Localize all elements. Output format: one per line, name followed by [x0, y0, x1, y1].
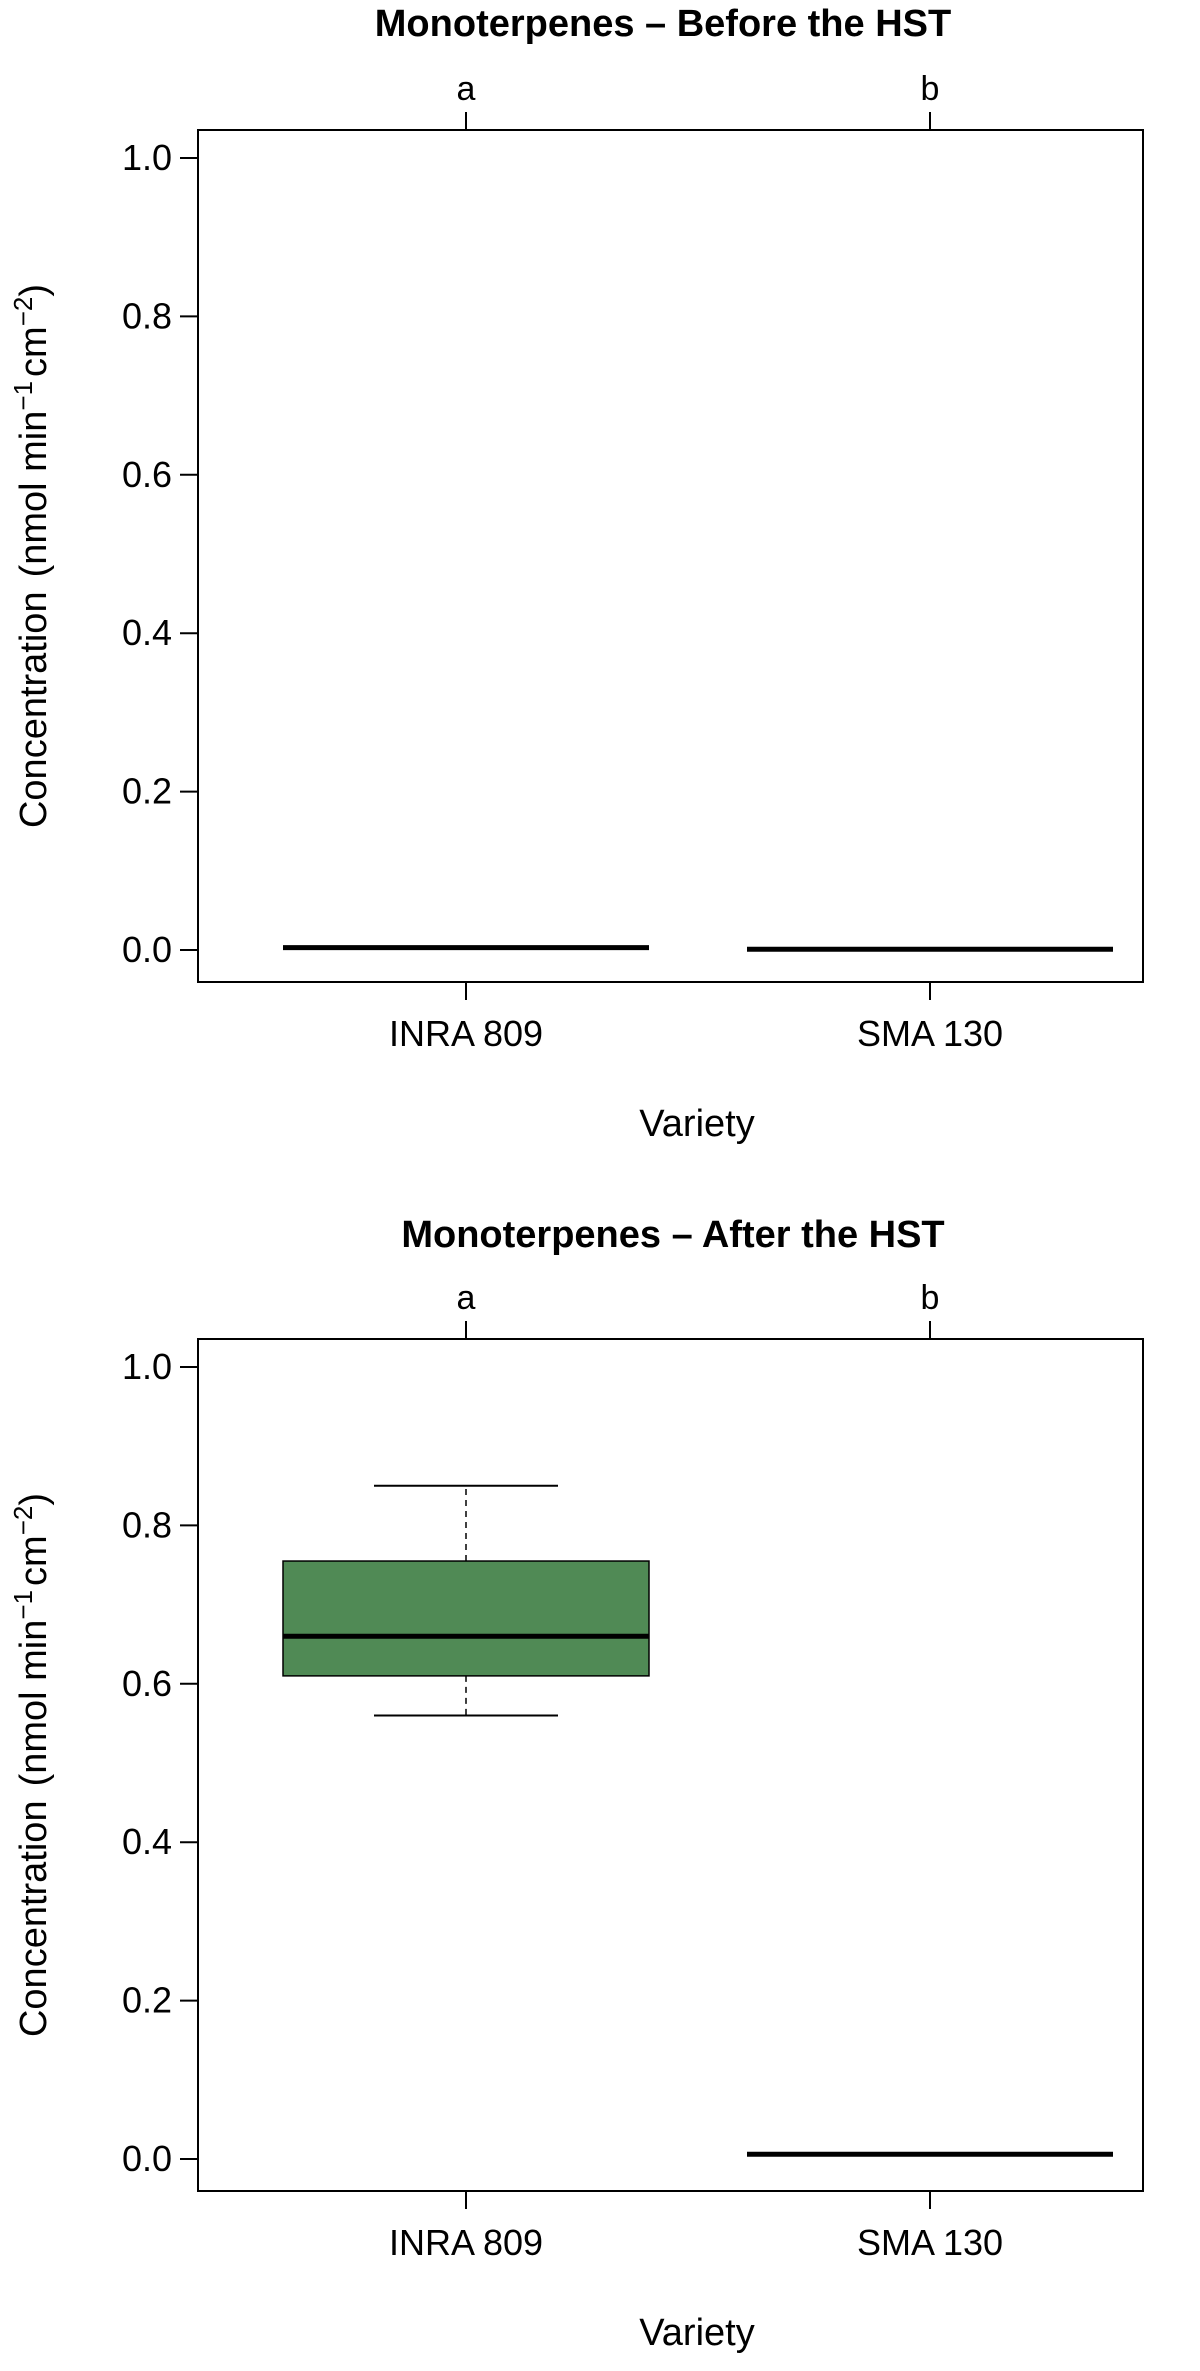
y-tick-label: 0.6	[122, 454, 172, 495]
chart-title: Monoterpenes – After the HST	[401, 1214, 944, 1256]
y-axis-unit: cm	[13, 1535, 55, 1586]
y-axis: 0.0 0.2 0.4 0.6 0.8 1.0	[122, 137, 198, 970]
y-tick-label: 0.2	[122, 1980, 172, 2021]
x-tick-label: INRA 809	[389, 1013, 543, 1054]
x-axis: INRA 809 SMA 130	[389, 982, 1003, 1054]
y-axis-unit: )	[13, 284, 55, 297]
y-axis-unit-exp: −2	[8, 1506, 38, 1536]
x-axis-title: Variety	[639, 1103, 754, 1145]
y-axis-unit: (nmol min	[13, 1620, 55, 1787]
y-axis-unit: (nmol min	[13, 411, 55, 578]
chart-title: Monoterpenes – Before the HST	[375, 3, 951, 45]
y-axis-unit-exp: −1	[8, 381, 38, 411]
y-tick-label: 0.6	[122, 1663, 172, 1704]
boxes	[283, 945, 1113, 952]
y-axis-unit: )	[13, 1493, 55, 1506]
box-iqr	[282, 1560, 650, 1677]
plot-frame	[197, 129, 1144, 983]
box-inra-809	[282, 1484, 650, 1717]
y-axis-unit: cm	[13, 326, 55, 377]
y-axis-title-main: Concentration	[13, 1800, 55, 2037]
y-tick-label: 0.0	[122, 2138, 172, 2179]
significance-letter: a	[457, 70, 476, 108]
significance-letters-axis: a b	[457, 70, 940, 130]
significance-letter: a	[457, 1279, 476, 1317]
x-tick-label: SMA 130	[857, 1013, 1003, 1054]
x-axis: INRA 809 SMA 130	[389, 2191, 1003, 2263]
chart-before-hst: Monoterpenes – Before the HST 0.00.20.40…	[8, 3, 1144, 1145]
y-axis-unit-exp: −1	[8, 1590, 38, 1620]
significance-letter: b	[921, 70, 940, 108]
y-axis: 0.0 0.2 0.4 0.6 0.8 1.0	[122, 1346, 198, 2179]
x-tick-label: INRA 809	[389, 2222, 543, 2263]
x-tick-label: SMA 130	[857, 2222, 1003, 2263]
y-tick-label: 0.4	[122, 612, 172, 653]
y-axis-title: Concentration (nmol min−1 cm−2)	[8, 284, 55, 828]
y-axis-title-main: Concentration	[13, 591, 55, 828]
y-tick-label: 1.0	[122, 1346, 172, 1387]
y-tick-label: 1.0	[122, 137, 172, 178]
y-tick-label: 0.8	[122, 295, 172, 336]
plot-frame	[197, 1338, 1144, 2192]
chart-after-hst: Monoterpenes – After the HST 0.00.20.40.…	[8, 1214, 1144, 2354]
x-axis-title: Variety	[639, 2312, 754, 2354]
boxes	[282, 1484, 1113, 2157]
y-axis-title: Concentration (nmol min−1 cm−2)	[8, 1493, 55, 2037]
y-tick-label: 0.8	[122, 1504, 172, 1545]
y-tick-label: 0.0	[122, 929, 172, 970]
significance-letter: b	[921, 1279, 940, 1317]
y-axis-unit-exp: −2	[8, 297, 38, 327]
y-tick-label: 0.2	[122, 771, 172, 812]
significance-letters-axis: a b	[457, 1279, 940, 1339]
y-tick-label: 0.4	[122, 1821, 172, 1862]
